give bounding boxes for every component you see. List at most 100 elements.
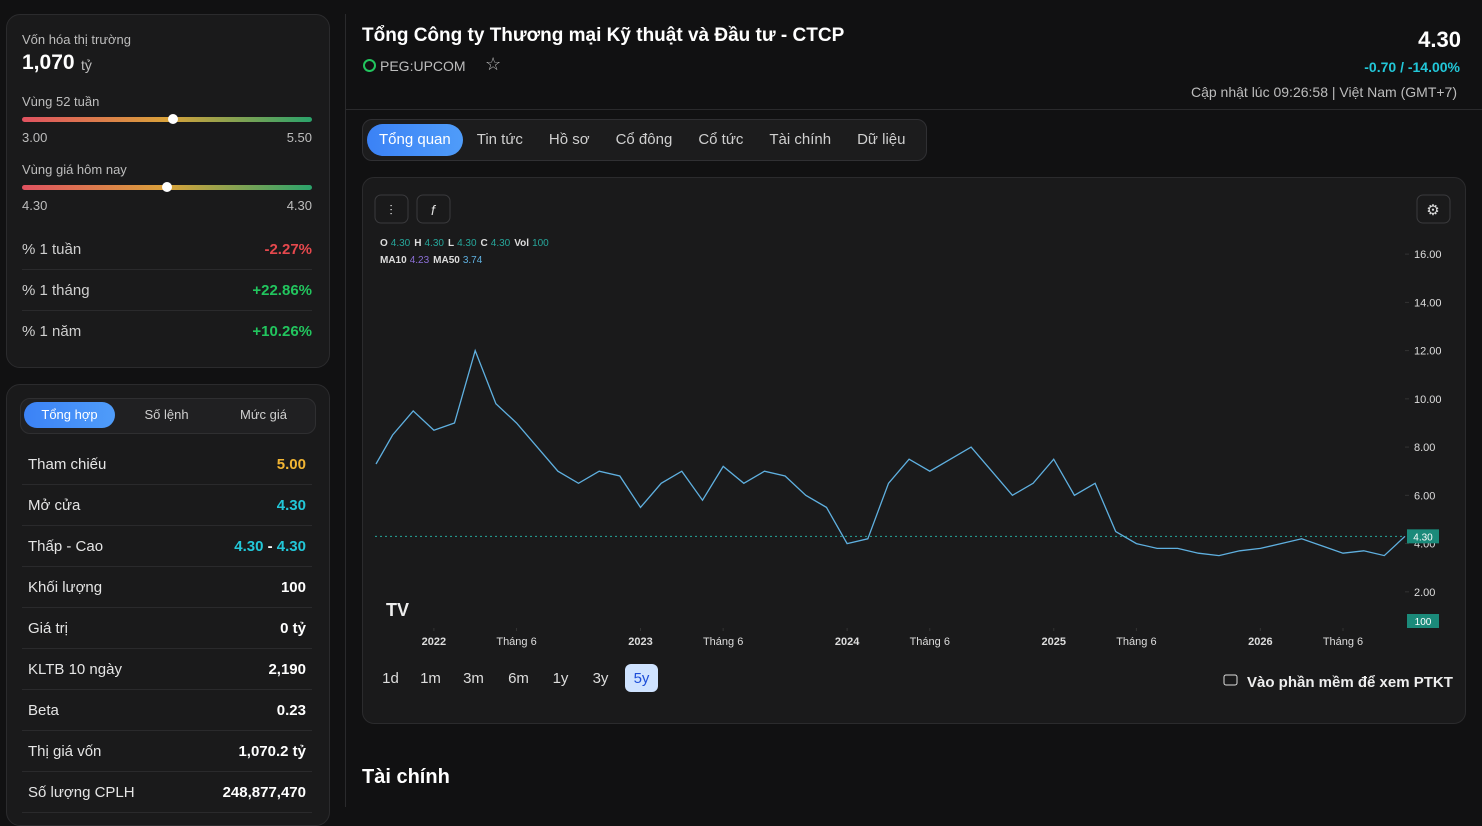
x-tick-label: Tháng 6 <box>1323 636 1363 648</box>
legend-value: 100 <box>532 238 549 249</box>
settings-button[interactable] <box>1416 194 1451 224</box>
separator: - <box>263 538 277 555</box>
nav-tab[interactable]: Tổng quan <box>367 124 463 156</box>
y-tick-label: 8.00 <box>1414 442 1435 454</box>
range-label: 3y <box>593 670 609 687</box>
x-tick-label: 2024 <box>835 636 860 648</box>
icon: ⚙ <box>1426 202 1439 219</box>
performance-row: % 1 tháng +22.86% <box>22 270 312 311</box>
range-marker <box>167 114 178 124</box>
stat-value: 100 <box>280 579 306 596</box>
stat-value: 4.30 <box>276 538 306 555</box>
link-icon <box>1223 674 1238 686</box>
updated-time: Cập nhật lúc 09:26:58 | Việt Nam (GMT+7) <box>1190 84 1457 100</box>
legend-value: 3.74 <box>463 255 483 266</box>
company-name: Tổng Công ty Thương mại Kỹ thuật và Đầu … <box>362 25 845 46</box>
indicator-button[interactable] <box>416 194 451 224</box>
performance-label: % 1 tuần <box>22 240 82 258</box>
price: 4.30 <box>1418 27 1461 52</box>
stat-label: Mở cửa <box>28 497 81 514</box>
stat-row: Giá trị 0 tỷ <box>22 609 312 649</box>
y-tick-label: 12.00 <box>1414 346 1442 358</box>
status-icon <box>363 59 376 72</box>
value: 1,070 <box>22 51 75 74</box>
y-tick-label: 10.00 <box>1414 394 1442 406</box>
x-tick-label: Tháng 6 <box>703 636 743 648</box>
performance-row: % 1 tuần -2.27% <box>22 229 312 270</box>
y-tick-label: 14.00 <box>1414 297 1442 309</box>
legend-label: L <box>448 238 454 249</box>
stat-value: 248,877,470 <box>222 784 306 801</box>
last-price-tag <box>1407 529 1439 544</box>
stat-label: Thị giá vốn <box>28 743 102 760</box>
page: { "sidebar":{ "market_cap":{"label":"Vốn… <box>6 14 1482 826</box>
icon: ⫶ <box>389 202 393 218</box>
stats-tab[interactable]: Mức giá <box>240 407 287 422</box>
nav-tab[interactable]: Dữ liệu <box>857 131 906 148</box>
divider <box>345 14 346 807</box>
legend-label: MA10 <box>380 255 407 266</box>
range-low: 3.00 <box>22 130 48 145</box>
stat-row: Thị giá vốn 1,070.2 tỷ <box>22 732 312 772</box>
section-title: Tài chính <box>362 766 450 788</box>
legend-label: C <box>481 238 488 249</box>
stat-label: Khối lượng <box>28 579 103 596</box>
label: Vốn hóa thị trường <box>22 32 132 47</box>
performance-row: % 1 năm +10.26% <box>22 311 312 351</box>
divider <box>346 109 1482 110</box>
range-label: 1d <box>382 670 399 687</box>
legend-label: H <box>414 238 421 249</box>
stats-tab[interactable]: Số lệnh <box>144 407 189 422</box>
stat-row: Beta 0.23 <box>22 691 312 731</box>
label: Vùng 52 tuần <box>22 94 100 109</box>
stat-label: Giá trị <box>28 620 69 637</box>
stat-label: KLTB 10 ngày <box>28 661 122 678</box>
stat-value: 1,070.2 tỷ <box>238 743 306 760</box>
legend-label: Vol <box>514 238 529 249</box>
stat-value: 0 tỷ <box>280 620 306 637</box>
range-button[interactable] <box>625 664 658 692</box>
range-label: 3m <box>463 670 484 687</box>
stat-row: Tham chiếu 5.00 <box>22 445 312 485</box>
stat-row: Khối lượng 100 <box>22 568 312 608</box>
range-marker <box>162 182 172 192</box>
performance-value: -2.27% <box>264 240 312 258</box>
x-tick-label: 2023 <box>628 636 652 648</box>
stats-tab[interactable]: Tổng hợp <box>24 402 115 428</box>
nav-tab[interactable]: Tin tức <box>476 131 523 148</box>
tv-logo: TV <box>386 600 409 620</box>
x-tick-label: Tháng 6 <box>496 636 536 648</box>
x-tick-label: 2025 <box>1042 636 1066 648</box>
nav-tab[interactable]: Hồ sơ <box>548 131 590 148</box>
legend-value: 4.23 <box>410 255 430 266</box>
stat-value: 4.30 <box>276 497 306 514</box>
icon: f <box>431 202 437 218</box>
volume-tag <box>1407 614 1439 628</box>
stat-value: 1,070.2 tỷ <box>238 743 306 760</box>
volume-label: 100 <box>1415 617 1432 628</box>
y-tick-label: 16.00 <box>1414 249 1442 261</box>
stat-row: Thấp - Cao 4.30 - 4.30 <box>22 527 312 567</box>
range-bar <box>22 182 312 192</box>
nav-tab[interactable]: Cổ đông <box>615 131 673 148</box>
performance-value: +22.86% <box>252 281 312 299</box>
ticker: PEG:UPCOM <box>380 58 466 74</box>
range-label: 1m <box>420 670 441 687</box>
price-line <box>375 348 1406 557</box>
stat-value: 5.00 <box>276 456 306 473</box>
performance-label: % 1 năm <box>22 322 82 340</box>
candle-button[interactable] <box>374 194 409 224</box>
stat-value: 0.23 <box>277 702 306 719</box>
stat-value: 100 <box>281 579 306 596</box>
stat-label: Beta <box>28 702 59 719</box>
ptkt-link[interactable]: Vào phần mềm để xem PTKT <box>1247 674 1453 691</box>
legend-value: 4.30 <box>391 238 411 249</box>
nav-tabs: Tổng quan Tin tức Hồ sơ Cổ đông Cổ tức Tài ch… <box>367 124 917 156</box>
nav-tab[interactable]: Tài chính <box>769 131 832 148</box>
x-tick-label: Tháng 6 <box>1116 636 1156 648</box>
favorite-star[interactable]: ☆ <box>485 54 502 74</box>
legend-value: 4.30 <box>457 238 477 249</box>
nav-tab[interactable]: Cổ tức <box>698 131 744 148</box>
y-tick-label: 6.00 <box>1414 490 1435 502</box>
range-high: 5.50 <box>286 130 312 145</box>
